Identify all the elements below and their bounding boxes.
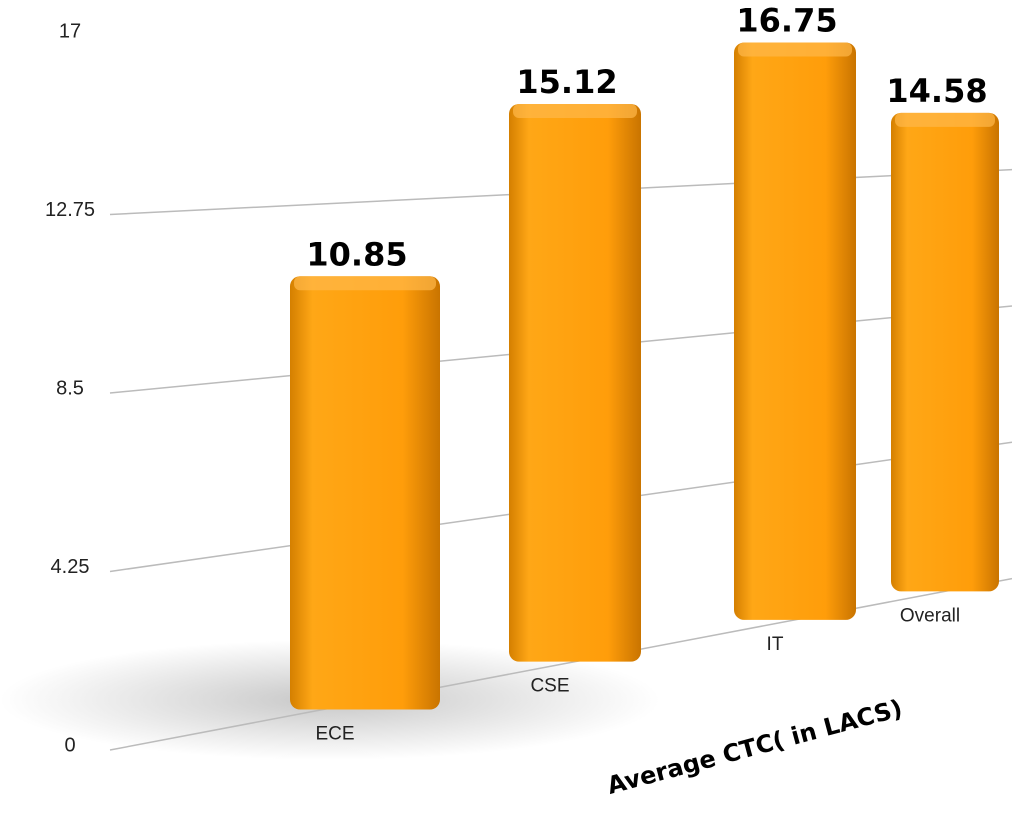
bar-top [513,104,637,118]
x-tick-label: CSE [530,676,569,697]
bar [509,104,641,662]
y-tick-label: 12.75 [45,199,95,221]
bar [891,113,999,591]
y-tick-label: 8.5 [56,377,84,399]
bar-top [294,276,436,290]
bar [290,276,440,709]
x-tick-label: Overall [900,605,960,626]
x-tick-label: ECE [315,724,354,745]
bar-top [738,43,852,57]
value-label: 15.12 [516,63,617,101]
y-tick-label: 0 [64,734,75,756]
value-label: 14.58 [886,72,987,110]
value-label: 10.85 [306,235,407,273]
chart: 0 4.25 8.5 12.75 17 10.85 ECE 15.12 CSE 16.75 IT 14… [0,0,1012,810]
value-label: 16.75 [736,2,837,40]
bar-top [895,113,995,127]
y-tick-label: 4.25 [51,556,90,578]
bar [734,43,856,620]
x-tick-label: IT [767,634,784,655]
y-tick-label: 17 [59,20,81,42]
